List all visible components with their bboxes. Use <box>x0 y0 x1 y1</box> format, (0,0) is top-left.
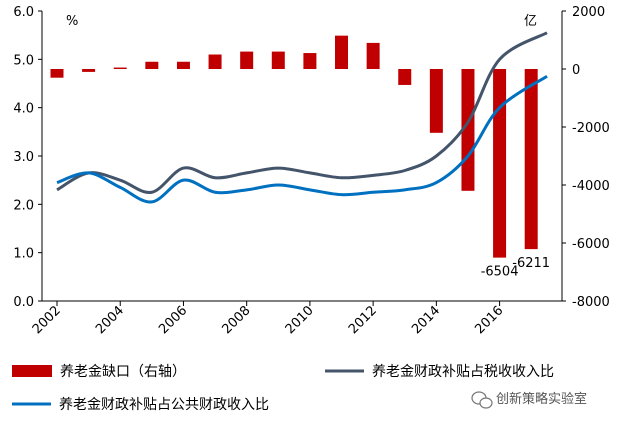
legend-label-line-2: 养老金财政补贴占公共财政收入比 <box>59 397 269 413</box>
left-tick-label: 6.0 <box>13 5 34 20</box>
right-tick-label: 0 <box>572 63 580 78</box>
bar <box>208 54 222 69</box>
right-tick-label: -8000 <box>572 295 610 310</box>
watermark: 创新策略实验室 <box>471 391 587 409</box>
watermark-text: 创新策略实验室 <box>496 391 587 407</box>
wechat-icon <box>471 391 493 409</box>
x-tick-label: 2008 <box>219 303 253 337</box>
bar <box>271 51 285 69</box>
left-unit-label: % <box>66 14 78 29</box>
x-tick-label: 2012 <box>346 303 380 337</box>
right-tick-label: -2000 <box>572 121 610 136</box>
axes-layer <box>38 10 566 306</box>
line-public-revenue-ratio <box>56 74 548 204</box>
right-tick-label: -6000 <box>572 237 610 252</box>
right-unit-label: 亿 <box>524 14 537 29</box>
x-tick-label: 2004 <box>93 303 127 337</box>
line-tax-ratio <box>56 31 548 194</box>
left-tick-label: 5.0 <box>13 53 34 68</box>
legend-swatch-bar <box>12 365 52 377</box>
bar-data-label: -6211 <box>512 256 550 271</box>
x-tick-label: 2010 <box>283 303 317 337</box>
right-tick-label: -4000 <box>572 179 610 194</box>
bar <box>303 53 317 69</box>
right-tick-label: 2000 <box>572 5 605 20</box>
legend-label-line-1: 养老金财政补贴占税收收入比 <box>372 364 554 380</box>
left-tick-label: 2.0 <box>13 198 34 213</box>
legend-label-bar: 养老金缺口（右轴） <box>60 364 186 380</box>
bar <box>398 69 412 85</box>
bar <box>240 51 254 69</box>
bar <box>113 67 127 69</box>
bar <box>493 69 507 258</box>
x-tick-label: 2002 <box>30 303 64 337</box>
bar <box>335 35 349 69</box>
bar <box>176 61 190 69</box>
bar <box>50 69 64 78</box>
x-tick-label: 2016 <box>472 303 506 337</box>
bars-layer <box>50 35 538 258</box>
lines-layer <box>56 31 548 204</box>
wechat-icon-bubble-2 <box>479 397 493 409</box>
left-tick-label: 0.0 <box>13 295 34 310</box>
bar <box>82 69 96 72</box>
left-tick-label: 4.0 <box>13 102 34 117</box>
bar-data-label: -6504 <box>481 265 519 280</box>
bar <box>524 69 538 250</box>
left-tick-label: 3.0 <box>13 150 34 165</box>
bar <box>145 61 159 69</box>
bar <box>366 42 380 69</box>
bar <box>429 69 443 133</box>
left-tick-label: 1.0 <box>13 247 34 262</box>
x-tick-label: 2014 <box>409 303 443 337</box>
x-tick-label: 2006 <box>156 303 190 337</box>
